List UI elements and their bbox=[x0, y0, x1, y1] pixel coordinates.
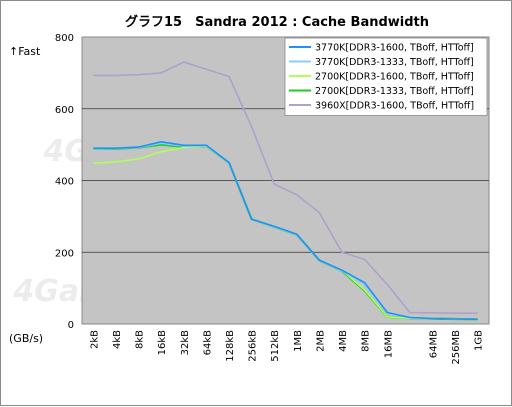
series-lines bbox=[93, 61, 478, 321]
x-tick-label: 8MB bbox=[361, 330, 372, 352]
x-axis-ticks: 2kB 4kB 8kB 16kB 32kB 64kB 128kB 256kB 512kB 1MB 2… bbox=[89, 330, 484, 365]
legend-label: 3770K[DDR3-1600, TBoff, HTToff] bbox=[315, 43, 474, 54]
x-tick-label: 64kB bbox=[202, 330, 213, 356]
chart-title: グラフ15 Sandra 2012 : Cache Bandwidth bbox=[125, 14, 429, 30]
legend: 3770K[DDR3-1600, TBoff, HTToff] 3770K[DDR… bbox=[284, 37, 488, 116]
x-tick-label: 2MB bbox=[315, 330, 326, 352]
y-axis-ticks: 0 200 400 600 800 bbox=[55, 33, 74, 331]
x-tick-label: 256kB bbox=[248, 330, 259, 362]
y-tick-label: 200 bbox=[55, 248, 74, 259]
x-tick-label: 1GB bbox=[474, 330, 485, 351]
x-tick-label: 4MB bbox=[338, 330, 349, 352]
x-tick-label: 128kB bbox=[225, 330, 236, 362]
y-axis-unit-label: (GB/s) bbox=[9, 332, 43, 345]
x-tick-label: 16kB bbox=[157, 330, 168, 356]
y-tick-label: 0 bbox=[68, 320, 74, 331]
y-tick-label: 400 bbox=[55, 177, 74, 188]
legend-label: 2700K[DDR3-1333, TBoff, HTToff] bbox=[315, 86, 474, 97]
y-tick-label: 800 bbox=[55, 33, 74, 44]
x-tick-label: 4kB bbox=[112, 330, 123, 349]
x-tick-label: 8kB bbox=[135, 330, 146, 349]
legend-label: 2700K[DDR3-1600, TBoff, HTToff] bbox=[315, 72, 474, 83]
x-tick-label: 16MB bbox=[383, 330, 394, 358]
series-line bbox=[93, 141, 478, 321]
legend-box bbox=[284, 37, 488, 116]
legend-label: 3770K[DDR3-1333, TBoff, HTToff] bbox=[315, 57, 474, 68]
x-tick-label: 2kB bbox=[89, 330, 100, 349]
y-tick-label: 600 bbox=[55, 105, 74, 116]
legend-label: 3960X[DDR3-1600, TBoff, HTToff] bbox=[315, 101, 474, 112]
x-tick-label: 1MB bbox=[293, 330, 304, 352]
y-axis-label-top: ↑Fast bbox=[9, 45, 41, 58]
x-tick-label: 64MB bbox=[428, 330, 439, 358]
x-tick-label: 32kB bbox=[180, 330, 191, 356]
x-tick-label: 256MB bbox=[451, 330, 462, 365]
x-tick-label: 512kB bbox=[270, 330, 281, 362]
series-line bbox=[93, 61, 478, 315]
